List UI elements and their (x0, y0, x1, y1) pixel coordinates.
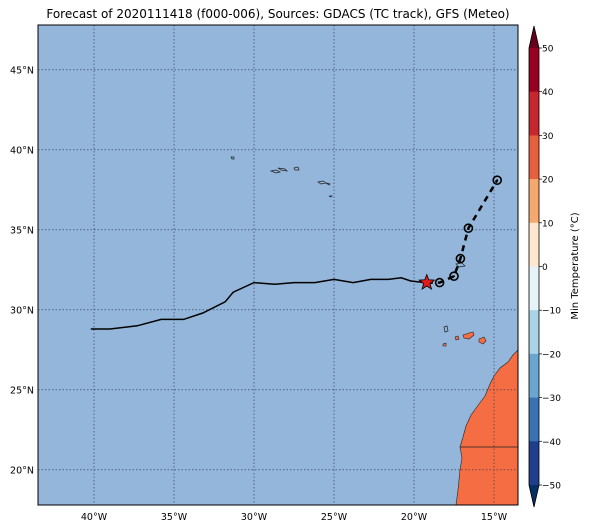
colorbar-extend-top (529, 26, 539, 48)
canary-island (462, 331, 475, 340)
azores-island (293, 166, 300, 171)
colorbar-bin (529, 222, 539, 267)
gridlines (38, 25, 518, 505)
azores-island (230, 156, 235, 160)
lat-tick-label: 35°N (10, 225, 34, 236)
colorbar-extend-bottom (529, 485, 539, 507)
track-forecast-line (426, 179, 499, 284)
forecast-point (492, 175, 503, 185)
forecast-point-center (438, 281, 441, 284)
canary-island (442, 342, 447, 347)
azores-island (328, 195, 333, 198)
colorbar-tick-label: 40 (542, 88, 554, 98)
colorbar-bin (529, 441, 539, 486)
colorbar-bin (529, 48, 539, 92)
forecast-point (434, 277, 445, 288)
canary-island (454, 335, 460, 341)
colorbar-tick-label: −10 (542, 307, 561, 317)
colorbar-tick-label: −50 (542, 482, 561, 492)
colorbar-tick-label: −30 (542, 394, 561, 404)
map-layers (38, 25, 518, 505)
colorbar-label: Min Temperature (°C) (570, 212, 581, 319)
colorbar-tick-label: −40 (542, 438, 561, 448)
azores-island (325, 182, 331, 186)
forecast-point (455, 253, 466, 264)
colorbar-tick-label: 10 (542, 219, 554, 229)
lat-tick-label: 40°N (10, 145, 34, 156)
madeira-island (443, 325, 449, 333)
colorbar-tick-label: 20 (542, 176, 554, 186)
forecast-point (463, 223, 474, 233)
lon-tick-label: 25°W (321, 512, 348, 523)
azores-island (277, 167, 289, 172)
africa-land (455, 349, 518, 505)
colorbar: 50 40 30 20 10 0 −10 −20 −30 −40 −50 (528, 25, 561, 508)
forecast-point-center (453, 275, 455, 278)
colorbar-tick-label: 50 (542, 45, 554, 55)
colorbar-tick-label: 30 (542, 132, 554, 142)
colorbar-bin (529, 397, 539, 442)
track-history-line (90, 277, 426, 330)
colorbar-bin (529, 310, 539, 355)
lat-tick-label: 45°N (10, 65, 34, 76)
lon-tick-label: 40°W (81, 512, 108, 523)
ocean-area (38, 25, 518, 505)
lon-tick-label: 35°W (161, 512, 188, 523)
forecast-point-center (459, 257, 462, 260)
lon-tick-label: 30°W (241, 512, 268, 523)
latitude-tick-labels: 45°N 40°N 35°N 30°N 25°N 20°N (10, 65, 34, 476)
colorbar-bin (529, 179, 539, 224)
forecast-point (449, 271, 459, 282)
lat-tick-label: 30°N (10, 305, 34, 316)
forecast-points (434, 175, 503, 288)
lat-tick-label: 20°N (10, 465, 34, 476)
colorbar-bin (529, 353, 539, 398)
forecast-point-center (467, 227, 470, 230)
map-frame (37, 24, 519, 506)
lon-tick-label: 15°W (481, 512, 508, 523)
colorbar-bin (529, 135, 539, 180)
colorbar-bin (529, 91, 539, 136)
lat-tick-label: 25°N (10, 385, 34, 396)
canary-island (478, 336, 487, 345)
lon-tick-label: 20°W (401, 512, 428, 523)
figure-title: Forecast of 2020111418 (f000-006), Sourc… (46, 7, 510, 21)
longitude-tick-labels: 40°W 35°W 30°W 25°W 20°W 15°W (81, 512, 508, 523)
azores-island (269, 169, 282, 174)
colorbar-tick-label: 0 (542, 263, 548, 273)
forecast-point-center (496, 179, 499, 182)
colorbar-tick-label: −20 (542, 350, 561, 360)
current-position-star-icon (418, 273, 436, 291)
colorbar-bin (529, 266, 539, 311)
